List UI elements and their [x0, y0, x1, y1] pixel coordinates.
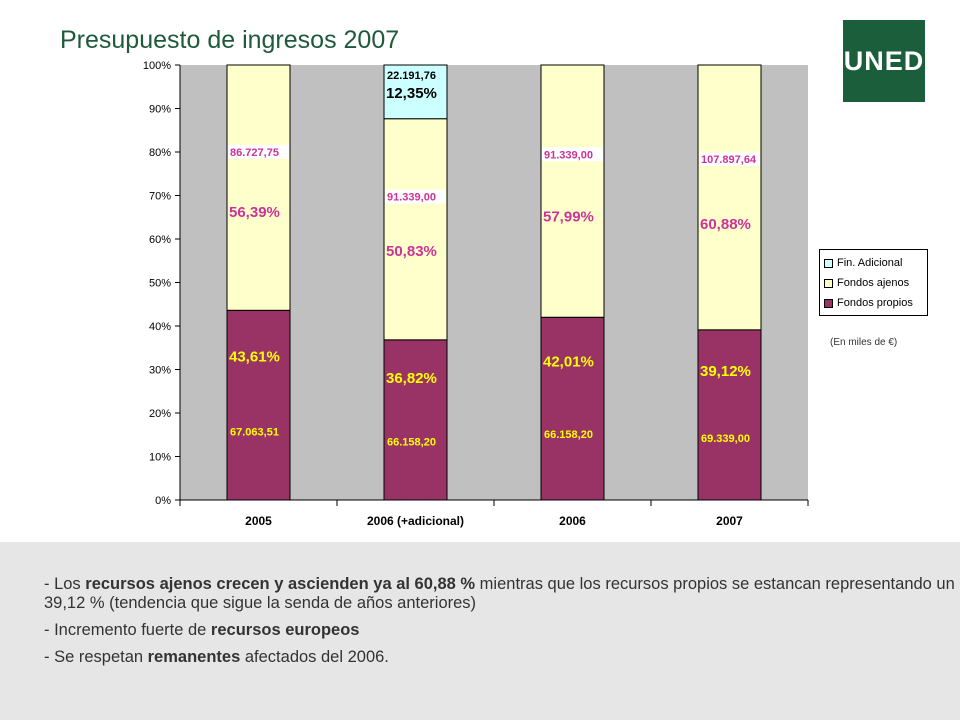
amount-label: 22.191,76 [387, 70, 436, 82]
x-tick-label: 2006 [559, 514, 586, 528]
percent-label: 12,35% [386, 85, 437, 102]
amount-label: 66.158,20 [387, 437, 436, 449]
y-tick-label: 60% [149, 234, 171, 246]
x-tick-label: 2005 [245, 514, 272, 528]
bullet-item: - Se respetan remanentes afectados del 2… [44, 648, 389, 666]
summary-panel [0, 542, 960, 720]
amount-label-bg [542, 426, 603, 441]
percent-label: 60,88% [700, 216, 751, 233]
bullet-item: - Los recursos ajenos crecen y ascienden… [44, 575, 955, 612]
percent-label: 36,82% [386, 370, 437, 387]
y-tick-label: 30% [149, 365, 171, 377]
y-tick-label: 20% [149, 408, 171, 420]
percent-label: 57,99% [543, 208, 594, 225]
legend-swatch-fin-adicional [824, 258, 833, 268]
y-tick-label: 50% [149, 278, 171, 290]
legend-label: Fondos propios [837, 297, 913, 309]
amount-label-bg [385, 434, 446, 449]
amount-label-bg [699, 151, 760, 166]
bar-segment [697, 64, 762, 331]
percent-label: 42,01% [543, 354, 594, 371]
percent-label: 50,83% [386, 243, 437, 260]
bar-segment [383, 339, 448, 501]
amount-label-bg [228, 144, 289, 159]
amount-label-bg [699, 431, 760, 446]
x-tick-label: 2007 [716, 514, 743, 528]
amount-label: 107.897,64 [701, 154, 757, 166]
amount-label: 67.063,51 [230, 427, 279, 439]
bullet-item: - Incremento fuerte de recursos europeos [44, 621, 360, 639]
percent-label: 56,39% [229, 204, 280, 221]
y-tick-label: 0% [155, 495, 171, 507]
stacked-bar-chart: 0% 10% 20% 30% 40% 50% 60% 70% 80% 90% 100% 2005 67.… [143, 60, 809, 528]
summary-bullets: - Los recursos ajenos crecen y ascienden… [44, 575, 956, 675]
legend-item-fondos-ajenos: Fondos ajenos [824, 273, 927, 293]
amount-label-bg [542, 147, 603, 162]
amount-label: 86.727,75 [230, 147, 279, 159]
legend-item-fin-adicional: Fin. Adicional [824, 253, 927, 273]
legend-label: Fondos ajenos [837, 277, 910, 289]
bar-segment [540, 316, 605, 501]
bar-segment [226, 64, 291, 311]
bar-segment [383, 118, 448, 341]
y-tick-label: 100% [143, 60, 171, 72]
percent-label: 43,61% [229, 349, 280, 366]
y-tick-label: 90% [149, 104, 171, 116]
uned-logo: UNED [843, 20, 925, 102]
amount-label: 66.158,20 [544, 429, 593, 441]
y-tick-label: 10% [149, 452, 171, 464]
amount-label-bg [385, 189, 446, 204]
amount-label: 91.339,00 [387, 192, 436, 204]
y-tick-label: 40% [149, 321, 171, 333]
amount-label: 69.339,00 [701, 433, 750, 445]
x-tick-label: 2006 (+adicional) [367, 514, 464, 528]
amount-label-bg [228, 424, 289, 439]
percent-label: 39,12% [700, 363, 751, 380]
bar-segment [540, 64, 605, 318]
legend-label: Fin. Adicional [837, 257, 903, 269]
y-tick-label: 70% [149, 191, 171, 203]
units-note: (En miles de €) [830, 337, 898, 348]
legend-item-fondos-propios: Fondos propios [824, 293, 927, 313]
legend-swatch-fondos-ajenos [824, 278, 833, 288]
bar-segment [226, 309, 291, 501]
bar-segment [697, 329, 762, 501]
logo-text: UNED [843, 45, 925, 76]
page-title: Presupuesto de ingresos 2007 [60, 26, 400, 54]
amount-label-bg [385, 68, 446, 82]
amount-label: 91.339,00 [544, 149, 593, 161]
legend-swatch-fondos-propios [824, 298, 833, 308]
chart-legend: Fin. Adicional Fondos ajenos Fondos prop… [819, 249, 928, 316]
y-tick-label: 80% [149, 147, 171, 159]
